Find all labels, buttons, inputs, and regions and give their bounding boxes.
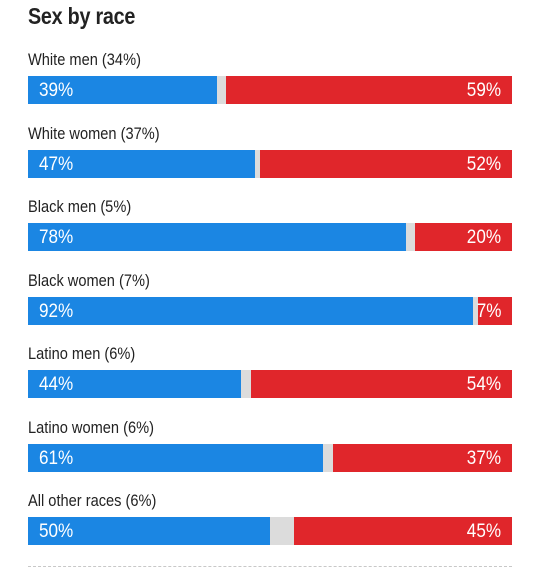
- bar-track: 78% 20%: [28, 223, 512, 251]
- row-label: Latino women (6%): [28, 417, 154, 437]
- data-label-dem: 92%: [39, 300, 74, 322]
- bar-dem: [28, 370, 241, 398]
- chart-title: Sex by race: [28, 3, 136, 29]
- bar-rep: [332, 443, 512, 472]
- bar-rep: [478, 296, 512, 325]
- bar-track: 92% 7%: [28, 296, 512, 325]
- data-label-dem: 50%: [39, 521, 74, 542]
- data-label-rep: 54%: [466, 374, 501, 395]
- data-label-rep: 7%: [476, 300, 501, 322]
- bar-dem: [28, 76, 217, 104]
- data-label-dem: 78%: [39, 227, 74, 248]
- bar-dem: [28, 296, 474, 325]
- data-label-rep: 20%: [466, 227, 501, 248]
- data-label-rep: 45%: [466, 521, 501, 542]
- bar-dem: [28, 517, 270, 545]
- data-label-dem: 47%: [39, 153, 74, 175]
- bar-rep: [260, 149, 512, 178]
- footer-divider: [28, 566, 512, 567]
- bar-dem: [28, 149, 256, 178]
- bar-rep: [294, 517, 512, 545]
- bar-track: 61% 37%: [28, 443, 512, 472]
- row-label: Latino men (6%): [28, 344, 136, 363]
- row-label: White women (37%): [28, 123, 160, 143]
- data-label-dem: 44%: [39, 374, 74, 395]
- row-label: Black women (7%): [28, 270, 150, 290]
- data-label-rep: 37%: [466, 447, 501, 469]
- bar-track: 47% 52%: [28, 149, 512, 178]
- row-label: Black men (5%): [28, 197, 132, 216]
- bar-track: 50% 45%: [28, 517, 512, 545]
- row-label: White men (34%): [28, 50, 141, 69]
- data-label-rep: 59%: [466, 80, 501, 101]
- data-label-dem: 39%: [39, 80, 74, 101]
- bar-track: 44% 54%: [28, 370, 512, 398]
- data-label-rep: 52%: [466, 153, 501, 175]
- bar-rep: [250, 370, 512, 398]
- bar-rep: [226, 76, 512, 104]
- bar-dem: [28, 443, 324, 472]
- data-label-dem: 61%: [39, 447, 74, 469]
- row-label: All other races (6%): [28, 491, 157, 510]
- bar-track: 39% 59%: [28, 76, 512, 104]
- bar-dem: [28, 223, 406, 251]
- bar-rep: [415, 223, 512, 251]
